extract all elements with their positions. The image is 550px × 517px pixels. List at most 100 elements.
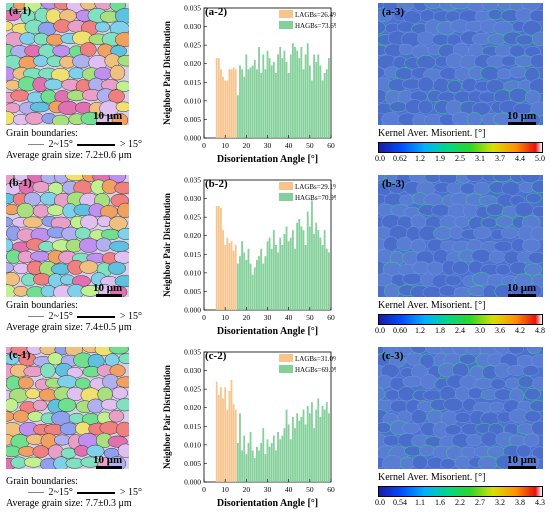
- x-tick-label: 40: [285, 141, 293, 150]
- kam-texture: [378, 175, 543, 297]
- lagb-bar: [228, 69, 231, 138]
- hagb-bar: [300, 226, 303, 310]
- y-tick-label: 0.005: [184, 459, 201, 468]
- hagb-bar: [264, 69, 267, 138]
- colorbar-tick-label: 1.6: [435, 498, 445, 507]
- chart-panel-label: (c-2): [205, 350, 227, 362]
- hagb-bar: [289, 54, 292, 138]
- scale-bar: [96, 466, 122, 469]
- legend-label: HAGBs=70.9%: [295, 194, 336, 202]
- hagb-bar: [264, 256, 267, 310]
- hagb-bar: [258, 47, 260, 138]
- kam-map-c: [378, 347, 543, 469]
- hagb-bar: [323, 73, 326, 138]
- y-tick-label: 0.015: [184, 78, 201, 87]
- x-tick-label: 0: [202, 313, 206, 322]
- hagb-bar: [296, 413, 299, 482]
- kam-panel-label: (a-3): [382, 6, 404, 18]
- hagb-bar: [249, 263, 252, 310]
- hagb-bar: [241, 69, 243, 138]
- hagb-bar: [311, 80, 313, 138]
- hagb-bar: [264, 454, 267, 482]
- disorientation-chart-a: 0.000 0.005 0.010 0.015 0.020 0.025 0.030 0.035…: [162, 4, 336, 166]
- x-tick-label: 50: [306, 313, 314, 322]
- high-angle-range: > 15°: [119, 139, 143, 150]
- x-tick-label: 50: [306, 485, 314, 494]
- hagb-bar: [283, 428, 286, 482]
- y-axis-label: Neighbor Pair Distribution: [162, 193, 172, 297]
- scale-bar: [508, 122, 536, 125]
- average-grain-size: Average grain size: 7.4±0.5 μm: [6, 322, 132, 333]
- hagb-bar: [327, 413, 330, 482]
- y-tick-label: 0.000: [184, 306, 201, 315]
- grain-boundary-caption: Grain boundaries: 2~15° > 15° Average gr…: [6, 476, 142, 509]
- hagb-bar: [300, 417, 303, 482]
- kam-panel-label: (b-3): [382, 178, 405, 190]
- hagb-bar: [236, 443, 239, 482]
- x-tick-label: 10: [221, 313, 229, 322]
- grain-texture: [6, 175, 129, 297]
- high-angle-line-icon: [77, 143, 116, 146]
- y-tick-label: 0.035: [184, 4, 201, 13]
- hagb-bar: [308, 413, 311, 482]
- lagb-bar: [234, 409, 237, 482]
- x-tick-label: 0: [202, 485, 206, 494]
- hagb-bar: [283, 233, 286, 310]
- hagb-bar: [294, 428, 296, 482]
- hagb-bar: [262, 428, 265, 482]
- legend-label: HAGBs=69.0%: [295, 366, 336, 374]
- hagb-bar: [268, 446, 271, 482]
- hagb-bar: [266, 50, 269, 138]
- lagb-bar: [220, 207, 222, 310]
- x-tick-label: 10: [221, 485, 229, 494]
- kam-colorbar-title: Kernel Aver. Misorient. [°]: [378, 472, 486, 483]
- lagb-bar: [232, 404, 235, 482]
- y-tick-label: 0.005: [184, 287, 201, 296]
- high-angle-range: > 15°: [119, 487, 143, 498]
- legend-swatch: [279, 182, 293, 190]
- ebsd-panel-label: (a-1): [9, 5, 31, 17]
- hagb-bar: [277, 252, 279, 310]
- grain-boundary-caption: Grain boundaries: 2~15° > 15° Average gr…: [6, 300, 142, 333]
- hagb-bar: [306, 211, 309, 310]
- hagb-bar: [270, 248, 273, 310]
- ebsd-panel-label: (b-1): [9, 177, 32, 189]
- y-axis-label: Neighbor Pair Distribution: [162, 21, 172, 125]
- average-grain-size: Average grain size: 7.2±0.6 μm: [6, 150, 132, 161]
- hagb-bar: [277, 431, 279, 482]
- scale-bar: [96, 122, 122, 125]
- legend-label: LAGBs=31.0%: [295, 355, 336, 363]
- legend-label: LAGBs=26.4%: [295, 11, 336, 19]
- hagb-bar: [315, 409, 318, 482]
- low-angle-line-icon: [28, 316, 44, 318]
- hagb-bar: [251, 274, 254, 310]
- hagb-bar: [256, 259, 258, 310]
- lagb-bar: [234, 69, 237, 138]
- lagb-bar: [232, 67, 235, 138]
- grain-texture: [6, 3, 129, 125]
- lagb-bar: [230, 241, 233, 310]
- x-tick-label: 20: [243, 313, 251, 322]
- hagb-bar: [253, 60, 256, 138]
- hagb-bar: [325, 402, 328, 482]
- disorientation-chart-c: 0.000 0.005 0.010 0.015 0.020 0.025 0.030 0.035…: [162, 348, 336, 510]
- hagb-bar: [300, 47, 303, 138]
- colorbar-tick-label: 3.8: [515, 498, 525, 507]
- hagb-bar: [294, 47, 296, 138]
- low-angle-range: 2~15°: [48, 311, 73, 322]
- kam-texture: [378, 3, 543, 125]
- kam-texture: [378, 347, 543, 469]
- lagb-bar: [228, 243, 231, 310]
- colorbar-tick-label: 1.1: [415, 498, 425, 507]
- hagb-bar: [251, 450, 254, 482]
- hagb-bar: [302, 69, 305, 138]
- lagb-bar: [230, 379, 233, 482]
- hagb-bar: [304, 424, 307, 482]
- hagb-bar: [285, 226, 288, 310]
- scale-label: 10 μm: [507, 282, 537, 294]
- colorbar-tick-label: 1.8: [435, 326, 445, 335]
- hagb-bar: [266, 241, 269, 310]
- hagb-bar: [272, 61, 275, 138]
- y-tick-label: 0.010: [184, 268, 201, 277]
- hagb-bar: [253, 267, 256, 310]
